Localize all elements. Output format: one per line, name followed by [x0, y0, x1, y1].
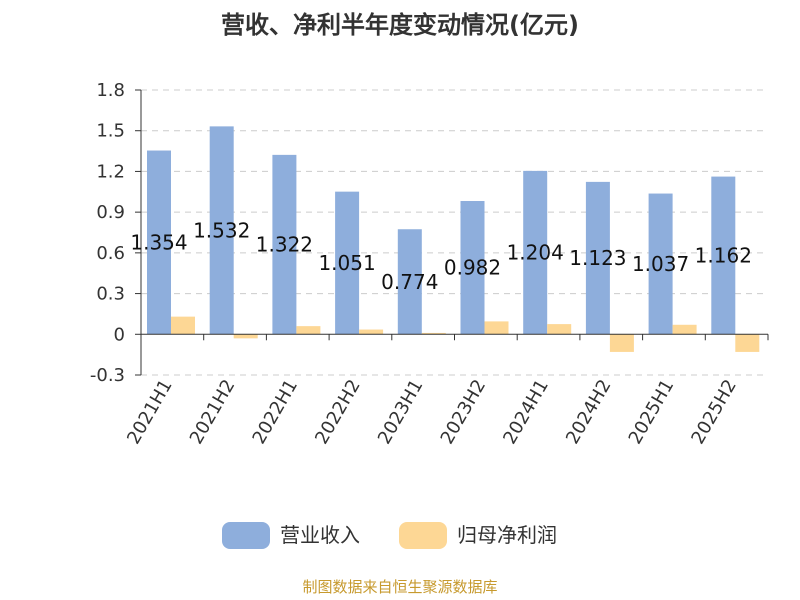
y-tick-label: 1.2 [96, 161, 125, 182]
x-tick-label: 2025H1 [625, 376, 679, 448]
data-label-revenue: 1.354 [130, 230, 187, 254]
x-tick-label: 2024H2 [562, 376, 616, 448]
data-label-revenue: 1.037 [632, 252, 689, 276]
bar-net-profit[interactable] [672, 324, 697, 335]
x-tick-label: 2025H2 [687, 376, 741, 448]
chart-title: 营收、净利半年度变动情况(亿元) [221, 11, 579, 39]
data-label-revenue: 1.162 [695, 243, 752, 267]
data-label-revenue: 1.123 [569, 246, 626, 270]
bar-net-profit[interactable] [484, 321, 509, 335]
y-axis-tick-labels: 1.8 1.5 1.2 0.9 0.6 0.3 0 -0.3 [90, 80, 125, 386]
bar-revenue[interactable] [711, 176, 736, 335]
bar-net-profit[interactable] [547, 324, 572, 335]
bar-net-profit[interactable] [359, 329, 384, 335]
bar-net-profit[interactable] [233, 334, 258, 339]
bar-revenue[interactable] [147, 150, 171, 335]
bar-revenue[interactable] [460, 201, 485, 335]
x-axis-tick-labels: 2021H1 2021H2 2022H1 2022H2 2023H1 2023H2 2024… [123, 376, 741, 448]
bar-revenue[interactable] [209, 126, 234, 335]
y-tick-label: 1.8 [96, 80, 125, 101]
bar-revenue[interactable] [523, 170, 548, 335]
data-label-revenue: 1.532 [193, 218, 250, 242]
bar-net-profit[interactable] [735, 334, 760, 352]
legend-label-revenue: 营业收入 [280, 523, 360, 547]
bar-revenue[interactable] [397, 229, 422, 335]
x-tick-label: 2022H2 [311, 376, 365, 448]
data-label-revenue: 0.982 [444, 256, 501, 280]
legend: 营业收入 归母净利润 [222, 522, 557, 549]
bar-revenue[interactable] [585, 181, 610, 335]
data-label-revenue: 1.204 [507, 241, 564, 265]
bar-net-profit[interactable] [296, 326, 321, 335]
legend-swatch-revenue[interactable] [222, 522, 270, 549]
axes [135, 89, 769, 376]
x-tick-label: 2022H1 [248, 376, 302, 448]
data-label-revenue: 1.051 [318, 251, 375, 275]
x-tick-label: 2021H1 [123, 376, 177, 448]
x-tick-label: 2023H2 [437, 376, 491, 448]
data-label-revenue: 0.774 [381, 270, 438, 294]
source-note: 制图数据来自恒生聚源数据库 [302, 578, 497, 596]
y-tick-label: 0.6 [96, 243, 125, 264]
y-tick-label: 0 [114, 324, 125, 345]
bar-revenue[interactable] [648, 193, 673, 335]
bar-net-profit[interactable] [609, 334, 634, 352]
y-tick-label: 1.5 [96, 121, 125, 142]
bars [147, 126, 760, 352]
data-label-revenue: 1.322 [256, 233, 313, 257]
y-tick-label: 0.3 [96, 284, 125, 305]
bar-revenue[interactable] [335, 191, 360, 335]
legend-label-net-profit: 归母净利润 [457, 523, 557, 547]
y-tick-label: -0.3 [90, 365, 125, 386]
bar-net-profit[interactable] [421, 332, 446, 335]
y-tick-label: 0.9 [96, 202, 125, 223]
x-tick-label: 2021H2 [186, 376, 240, 448]
x-tick-label: 2024H1 [499, 376, 553, 448]
bar-revenue[interactable] [272, 154, 297, 335]
bar-net-profit[interactable] [171, 316, 195, 335]
x-tick-label: 2023H1 [374, 376, 428, 448]
gridlines [141, 89, 768, 376]
legend-swatch-net-profit[interactable] [399, 522, 447, 549]
